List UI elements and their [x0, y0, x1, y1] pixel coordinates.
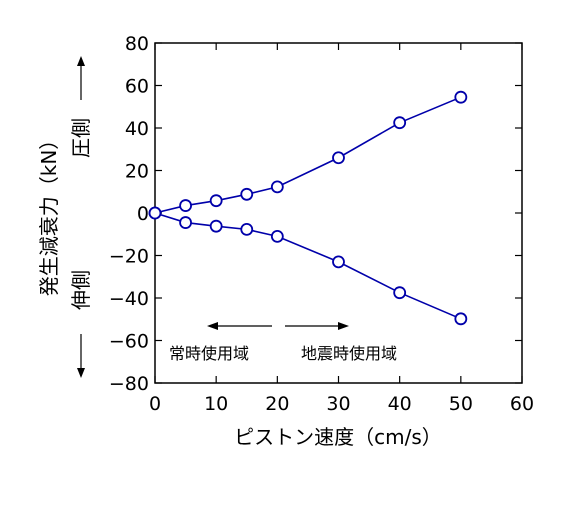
- y-tick-labels: −80 −60 −40 −20 0 20 40 60 80: [109, 33, 149, 395]
- y-tick-label: 20: [125, 161, 149, 183]
- data-point: [209, 219, 223, 233]
- data-point: [332, 255, 345, 269]
- data-point: [454, 90, 468, 104]
- data-point: [393, 116, 407, 130]
- plot-frame: [154, 42, 523, 384]
- x-tick-label: 10: [204, 393, 228, 415]
- data-point: [454, 312, 468, 326]
- data-point: [332, 151, 345, 165]
- x-axis-title: ピストン速度（cm/s）: [234, 425, 442, 449]
- y-tick-label: −80: [109, 373, 149, 395]
- extension-arrowhead-icon: [77, 368, 85, 378]
- y-tick-label: 40: [125, 118, 149, 140]
- compression-arrowhead-icon: [77, 56, 85, 66]
- x-tick-label: 50: [449, 393, 473, 415]
- data-point: [148, 206, 162, 220]
- data-point: [240, 222, 254, 236]
- x-tick-label: 30: [326, 393, 350, 415]
- data-point: [240, 187, 254, 201]
- normal-range-arrowhead-icon: [207, 322, 218, 330]
- y-tick-label: −60: [109, 331, 149, 353]
- data-point: [179, 216, 192, 229]
- extension-side-label: 伸側: [69, 270, 93, 310]
- seismic-range-label: 地震時使用域: [301, 344, 397, 363]
- data-point: [270, 229, 284, 243]
- x-tick-label: 20: [265, 393, 289, 415]
- y-axis-title: 発生減衰力（kN）: [37, 130, 61, 297]
- y-tick-label: 60: [125, 76, 149, 98]
- y-tick-label: 0: [137, 203, 149, 225]
- x-tick-label: 60: [510, 393, 534, 415]
- x-tick-label: 40: [388, 393, 412, 415]
- normal-range-label: 常時使用域: [169, 344, 249, 363]
- data-point: [209, 194, 223, 208]
- y-tick-label: 80: [125, 33, 149, 55]
- x-tick-label: 0: [149, 393, 161, 415]
- y-tick-label: −20: [109, 246, 149, 268]
- axis-ticks: [154, 42, 523, 384]
- y-tick-label: −40: [109, 288, 149, 310]
- compression-side-label: 圧側: [69, 118, 93, 158]
- data-point: [179, 199, 192, 212]
- data-point: [270, 180, 284, 194]
- series-line-1: [154, 96, 462, 214]
- data-point: [393, 286, 407, 300]
- series-layer: [148, 90, 468, 326]
- seismic-range-arrowhead-icon: [338, 322, 349, 330]
- series-line-2: [154, 212, 462, 320]
- x-tick-labels: 0 10 20 30 40 50 60: [149, 393, 534, 415]
